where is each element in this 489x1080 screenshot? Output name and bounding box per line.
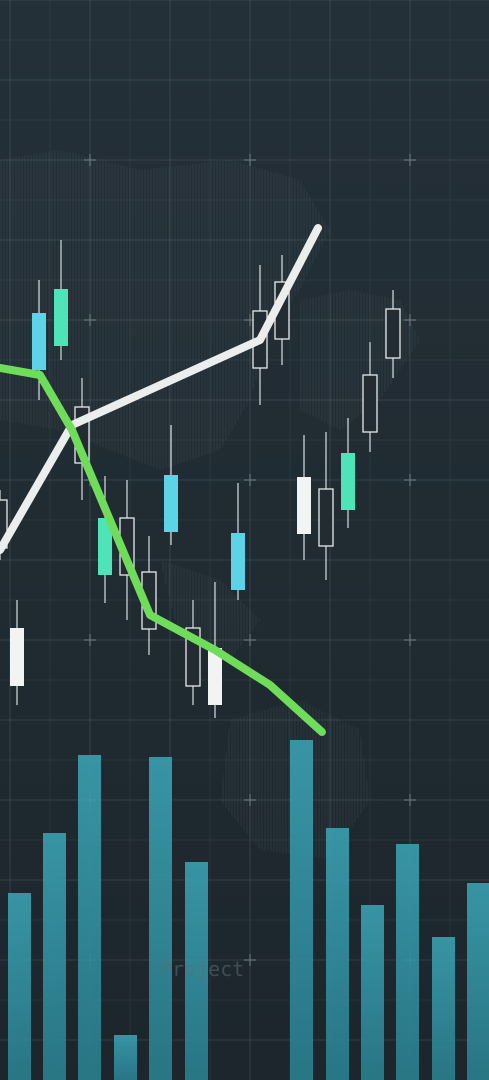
grid-cross xyxy=(244,154,256,166)
candle-body xyxy=(208,648,222,705)
grid-cross xyxy=(404,794,416,806)
candle-body xyxy=(164,475,178,532)
candle-body xyxy=(341,453,355,510)
grid-cross xyxy=(244,794,256,806)
grid-cross xyxy=(404,154,416,166)
candle-body xyxy=(231,533,245,590)
candle-body xyxy=(297,477,311,534)
bar xyxy=(43,833,66,1080)
green-trend-line xyxy=(0,364,326,736)
candle-body xyxy=(54,289,68,346)
grid-cross xyxy=(244,474,256,486)
candle-body xyxy=(362,374,378,433)
bar xyxy=(467,883,489,1080)
grid-cross xyxy=(84,314,96,326)
candle-body xyxy=(98,518,112,575)
bar xyxy=(78,755,101,1080)
grid-cross xyxy=(244,954,256,966)
grid-cross xyxy=(404,634,416,646)
bar xyxy=(185,862,208,1080)
bar xyxy=(114,1035,137,1080)
grid-cross xyxy=(244,634,256,646)
grid-cross xyxy=(404,474,416,486)
bar xyxy=(149,757,172,1080)
candle-body xyxy=(0,499,8,549)
grid-cross xyxy=(84,154,96,166)
candle-body xyxy=(32,313,46,370)
bar xyxy=(326,828,349,1080)
white-trend-line xyxy=(0,224,322,554)
candle-body xyxy=(385,308,401,359)
candlesticks xyxy=(0,240,401,718)
grid-cross xyxy=(84,634,96,646)
bar xyxy=(290,740,313,1080)
candle-body xyxy=(318,488,334,547)
candle-body xyxy=(10,628,24,686)
bars xyxy=(8,740,489,1080)
watermark: Project xyxy=(160,957,244,981)
bar xyxy=(432,937,455,1080)
bar xyxy=(8,893,31,1080)
grid-cross xyxy=(404,314,416,326)
bar xyxy=(396,844,419,1080)
bar xyxy=(361,905,384,1080)
